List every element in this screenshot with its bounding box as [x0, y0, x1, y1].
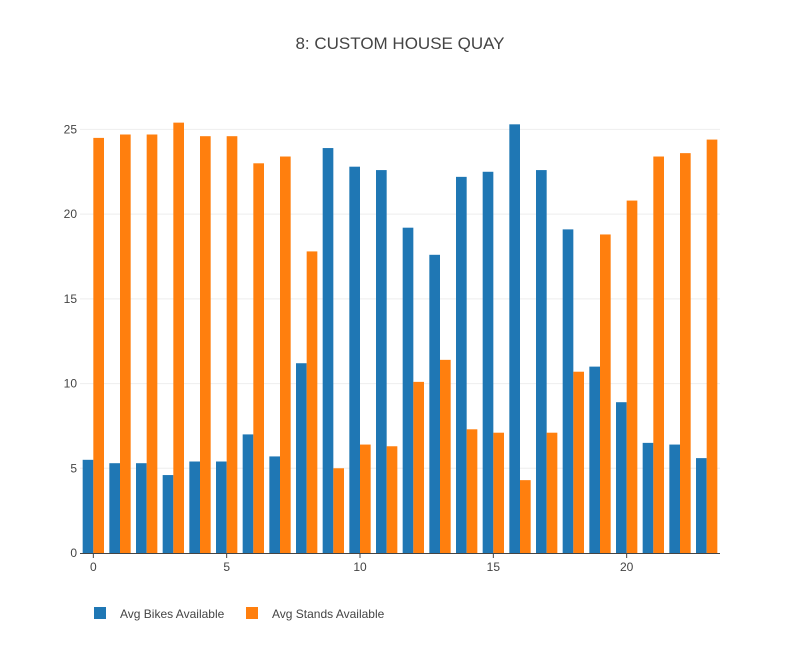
axes: 0 5 10 15 20 25 0 5 10 15 20 — [64, 122, 720, 574]
legend-label: Avg Bikes Available — [120, 607, 225, 621]
bar-bikes — [696, 458, 707, 553]
bar-bikes — [242, 434, 254, 553]
bar-stands — [306, 251, 318, 553]
bar-stands — [386, 446, 398, 553]
bar-bikes — [376, 170, 387, 553]
bar-stands — [600, 234, 611, 553]
legend-swatch — [246, 607, 258, 619]
bar-stands — [493, 432, 504, 553]
x-tick-label: 10 — [353, 560, 367, 574]
bar-bikes — [82, 459, 94, 553]
bar-bikes — [642, 442, 654, 553]
bar-bikes — [589, 366, 600, 553]
chart-title: 8: CUSTOM HOUSE QUAY — [295, 34, 504, 53]
y-tick-label: 20 — [64, 207, 78, 221]
bar-stands — [120, 134, 131, 553]
bar-stands — [706, 139, 718, 553]
bar-bikes — [562, 229, 574, 553]
legend: Avg Bikes Available Avg Stands Available — [94, 607, 385, 621]
bar-bikes — [616, 402, 627, 553]
bar-stands — [520, 480, 531, 553]
y-tick-label: 5 — [70, 461, 77, 475]
y-tick-label: 15 — [64, 292, 78, 306]
bar-bikes — [669, 444, 680, 553]
bar-stands — [173, 122, 184, 553]
bar-stands — [573, 371, 584, 553]
bar-stands — [200, 136, 211, 553]
bar-bikes — [296, 363, 307, 553]
x-tick-label: 15 — [487, 560, 501, 574]
bar-stands — [360, 444, 371, 553]
bar-bikes — [269, 456, 280, 553]
bar-bikes — [109, 463, 120, 553]
bar-stands — [333, 468, 344, 553]
bar-bikes — [402, 227, 414, 553]
grid-lines — [80, 128, 720, 469]
bar-bikes — [536, 170, 547, 553]
bar-stands — [226, 136, 238, 553]
bar-stands — [413, 381, 424, 553]
bar-bikes — [136, 463, 147, 553]
bar-stands — [546, 432, 558, 553]
bar-bikes — [162, 475, 174, 553]
y-tick-label: 0 — [70, 546, 77, 560]
bar-bikes — [189, 461, 200, 553]
y-tick-label: 10 — [64, 377, 78, 391]
bar-bikes — [509, 124, 520, 553]
legend-label: Avg Stands Available — [272, 607, 385, 621]
bar-stands — [440, 359, 451, 553]
bar-stands — [626, 200, 638, 553]
bar-stands — [93, 137, 104, 553]
bar-stands — [146, 134, 158, 553]
bar-stands — [253, 163, 264, 554]
bar-bikes — [482, 171, 494, 553]
bar-stands — [653, 156, 664, 553]
x-tick-label: 5 — [223, 560, 230, 574]
y-tick-label: 25 — [64, 122, 78, 136]
bars — [82, 122, 718, 554]
bar-bikes — [349, 166, 360, 553]
legend-swatch — [94, 607, 106, 619]
bar-stands — [466, 429, 478, 553]
x-tick-label: 20 — [620, 560, 634, 574]
bar-bikes — [216, 461, 227, 553]
bar-stands — [680, 153, 691, 553]
bar-bikes — [322, 148, 334, 554]
bar-stands — [280, 156, 291, 553]
bar-bikes — [429, 254, 440, 554]
bar-bikes — [456, 176, 467, 554]
x-tick-label: 0 — [90, 560, 97, 574]
